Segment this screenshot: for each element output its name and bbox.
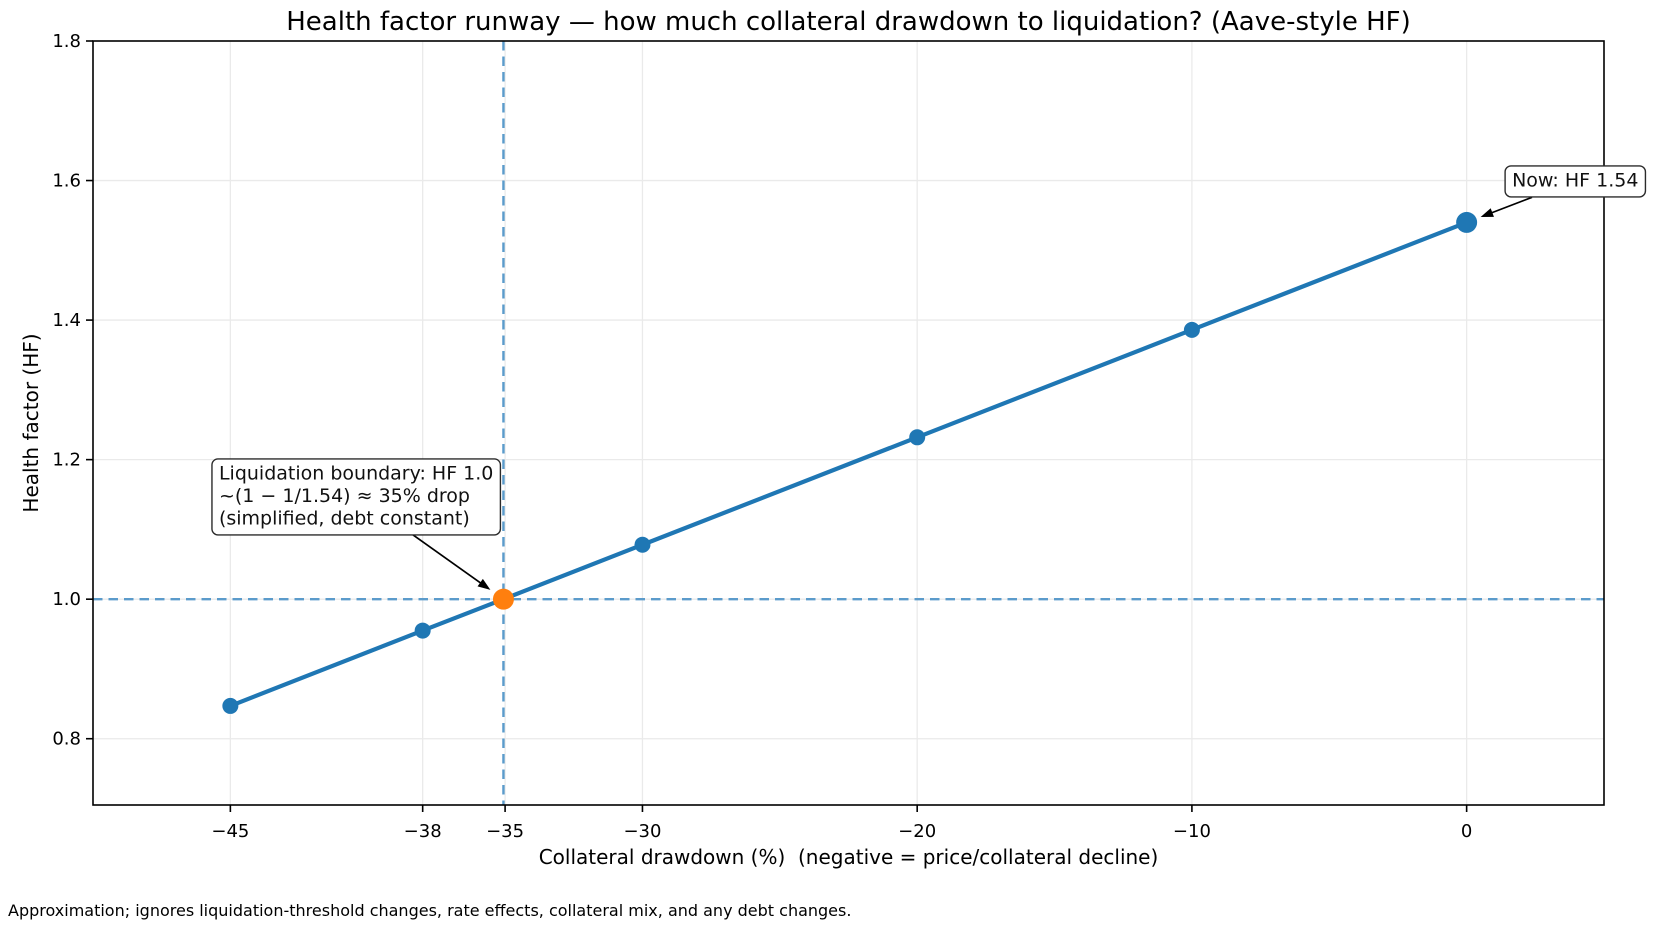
data-point (634, 536, 651, 553)
annotation-now: Now: HF 1.54 (1504, 165, 1647, 198)
x-tick-label: 0 (1461, 821, 1472, 842)
annotation-text: Liquidation boundary: HF 1.0 ~(1 − 1/1.54… (219, 462, 493, 529)
y-axis-label: Health factor (HF) (19, 333, 43, 513)
chart-title: Health factor runway — how much collater… (286, 7, 1411, 37)
x-tick-label: −20 (898, 821, 936, 842)
y-tick-label: 1.4 (52, 310, 81, 331)
now-point (1456, 211, 1478, 233)
data-point (222, 697, 239, 714)
annotation-arrow-head (477, 578, 491, 590)
x-tick-label: −38 (404, 821, 442, 842)
annotation-box (1504, 165, 1647, 198)
data-point (414, 622, 431, 639)
y-tick-label: 1.8 (52, 31, 81, 52)
annotation-text: Now: HF 1.54 (1512, 169, 1638, 191)
x-tick-label: −35 (486, 821, 524, 842)
data-point (909, 429, 926, 446)
annotation-arrow-head (1480, 208, 1494, 218)
boundary-point (492, 588, 514, 610)
data-point (1183, 321, 1200, 338)
annotation-liquidation-boundary: Liquidation boundary: HF 1.0 ~(1 − 1/1.54… (211, 458, 502, 536)
x-tick-label: −45 (211, 821, 249, 842)
y-tick-label: 1.6 (52, 171, 81, 192)
annotation-arrow-shaft (1489, 196, 1533, 215)
footnote: Approximation; ignores liquidation-thres… (8, 901, 852, 920)
y-tick-label: 1.0 (52, 589, 81, 610)
x-tick-label: −10 (1173, 821, 1211, 842)
y-tick-label: 0.8 (52, 729, 81, 750)
x-tick-label: −30 (623, 821, 661, 842)
annotation-box (211, 458, 502, 536)
x-axis-label: Collateral drawdown (%) (negative = pric… (538, 845, 1159, 869)
y-tick-label: 1.2 (52, 450, 81, 471)
annotation-arrow-shaft (412, 534, 484, 586)
axes-frame (92, 40, 1605, 806)
